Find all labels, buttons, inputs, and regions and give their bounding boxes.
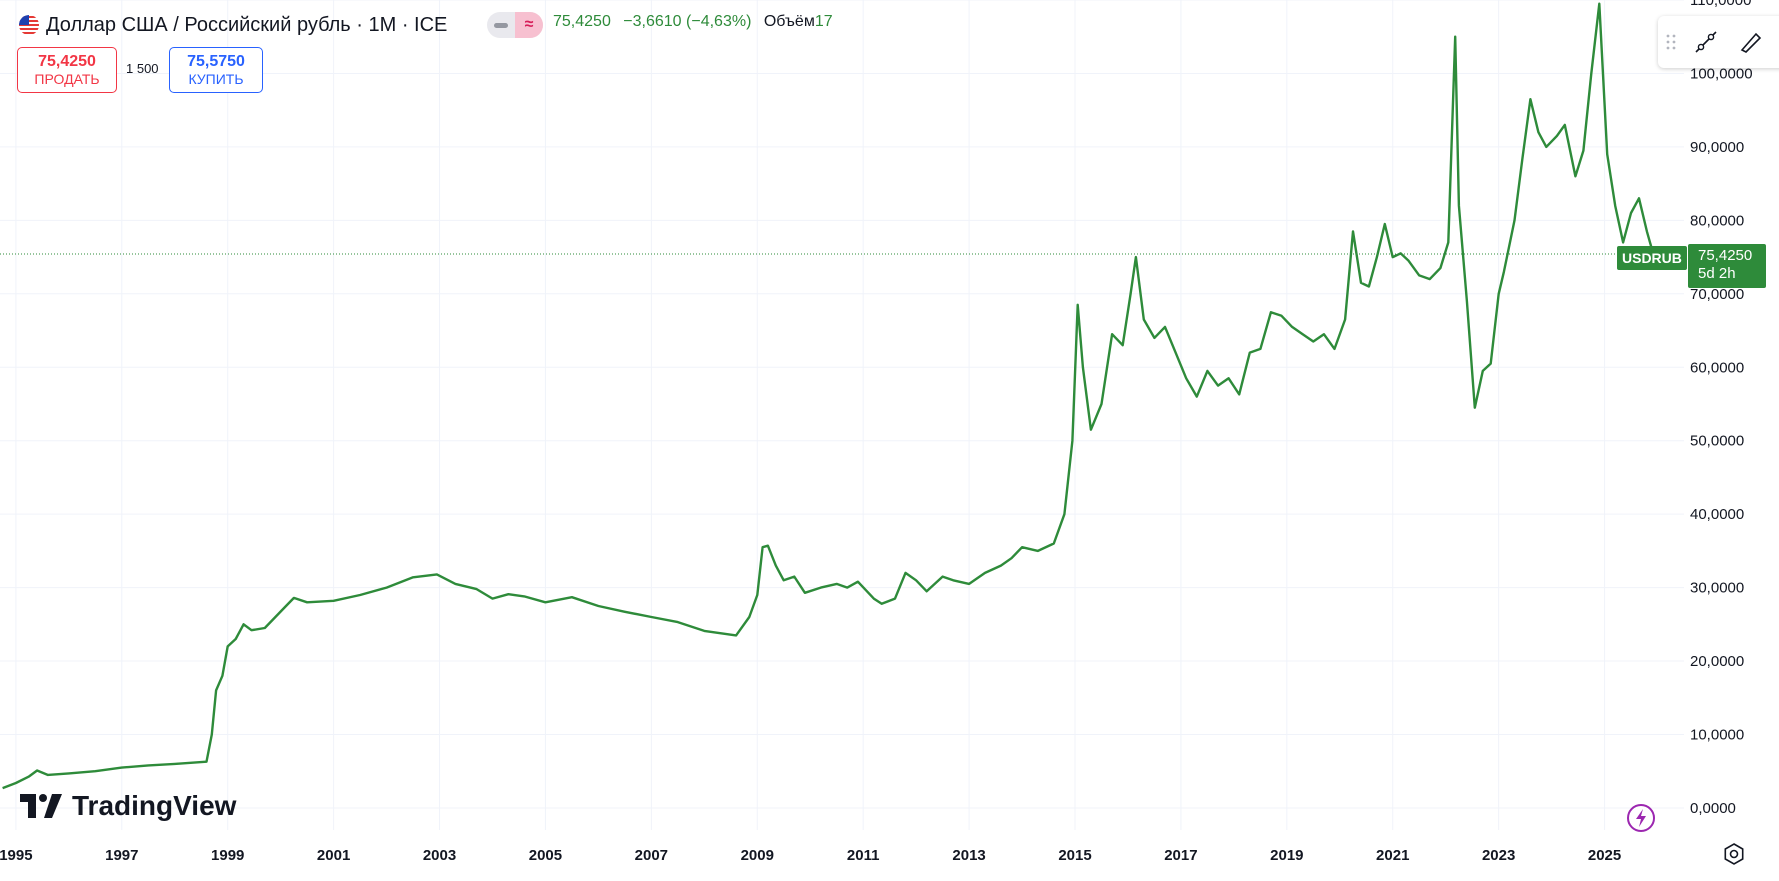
x-tick-label: 2017: [1164, 847, 1197, 864]
x-tick-label: 2023: [1482, 847, 1515, 864]
y-tick-label: 110,0000: [1690, 0, 1751, 9]
x-tick-label: 1995: [0, 847, 33, 864]
y-tick-label: 60,0000: [1690, 359, 1744, 376]
x-tick-label: 2013: [952, 847, 985, 864]
x-tick-label: 2021: [1376, 847, 1409, 864]
sell-price: 75,4250: [38, 52, 96, 70]
last-price: 75,4250: [553, 13, 611, 30]
volume-value: 17: [814, 13, 833, 30]
y-tick-label: 20,0000: [1690, 653, 1744, 670]
series-line: [2, 2, 1655, 790]
y-tick-label: 50,0000: [1690, 433, 1744, 450]
grid: [0, 0, 1684, 830]
current-price-tag: 75,4250 5d 2h: [1688, 243, 1766, 288]
tradingview-logo-icon: [20, 794, 62, 818]
y-axis: 0,0000 10,0000 20,0000 30,0000 40,0000 50,000…: [1690, 0, 1753, 817]
x-tick-label: 2007: [635, 847, 668, 864]
approx-icon[interactable]: ≈: [515, 12, 543, 38]
x-tick-label: 2001: [317, 847, 350, 864]
brush-icon[interactable]: [1728, 20, 1772, 64]
minus-icon[interactable]: [487, 12, 515, 38]
drawing-toolbar: [1658, 16, 1779, 68]
title-text: Доллар США / Российский рубль · 1M · ICE: [46, 13, 448, 36]
sell-label: ПРОДАТЬ: [34, 70, 100, 87]
x-tick-label: 1997: [105, 847, 138, 864]
x-tick-label: 2009: [741, 847, 774, 864]
price-tag-value: 75,4250: [1698, 246, 1753, 264]
x-tick-label: 1999: [211, 847, 244, 864]
us-flag-icon: [19, 15, 39, 35]
trend-line-icon[interactable]: [1684, 20, 1728, 64]
y-tick-label: 100,0000: [1690, 65, 1753, 82]
quote-line: 75,4250 −3,6610 (−4,63%) Объём17: [553, 13, 833, 31]
price-change: −3,6610 (−4,63%): [623, 13, 752, 30]
y-tick-label: 40,0000: [1690, 506, 1744, 523]
x-tick-label: 2005: [529, 847, 562, 864]
tradingview-logo[interactable]: TradingView: [20, 790, 236, 822]
mode-toggle[interactable]: ≈: [487, 12, 543, 38]
chart-area[interactable]: [0, 0, 1684, 830]
drag-handle-icon[interactable]: [1658, 33, 1684, 51]
price-tag-countdown: 5d 2h: [1698, 264, 1736, 282]
x-tick-label: 2003: [423, 847, 456, 864]
volume-label: Объём: [763, 13, 815, 30]
symbol-tag: USDRUB: [1617, 245, 1687, 270]
y-tick-label: 0,0000: [1690, 800, 1736, 817]
logo-text: TradingView: [72, 790, 237, 821]
spread-value: 1 500: [126, 61, 159, 76]
symbol-title[interactable]: Доллар США / Российский рубль · 1M · ICE: [18, 12, 447, 38]
x-axis: 1995 1997 1999 2001 2003 2005 2007 2009 2011 2013…: [0, 847, 1621, 864]
x-tick-label: 2011: [847, 847, 880, 864]
sell-button[interactable]: 75,4250 ПРОДАТЬ: [17, 47, 117, 93]
buy-label: КУПИТЬ: [188, 70, 244, 87]
y-tick-label: 70,0000: [1690, 286, 1744, 303]
price-chart[interactable]: [0, 0, 1684, 830]
buy-price: 75,5750: [187, 52, 245, 70]
y-tick-label: 30,0000: [1690, 580, 1744, 597]
x-tick-label: 2015: [1058, 847, 1091, 864]
y-tick-label: 80,0000: [1690, 212, 1744, 229]
buy-button[interactable]: 75,5750 КУПИТЬ: [169, 47, 263, 93]
x-tick-label: 2019: [1270, 847, 1303, 864]
y-tick-label: 90,0000: [1690, 139, 1744, 156]
y-tick-label: 10,0000: [1690, 727, 1744, 744]
x-tick-label: 2025: [1588, 847, 1621, 864]
settings-gear-icon[interactable]: [1722, 842, 1746, 866]
lightning-icon[interactable]: [1626, 803, 1656, 833]
